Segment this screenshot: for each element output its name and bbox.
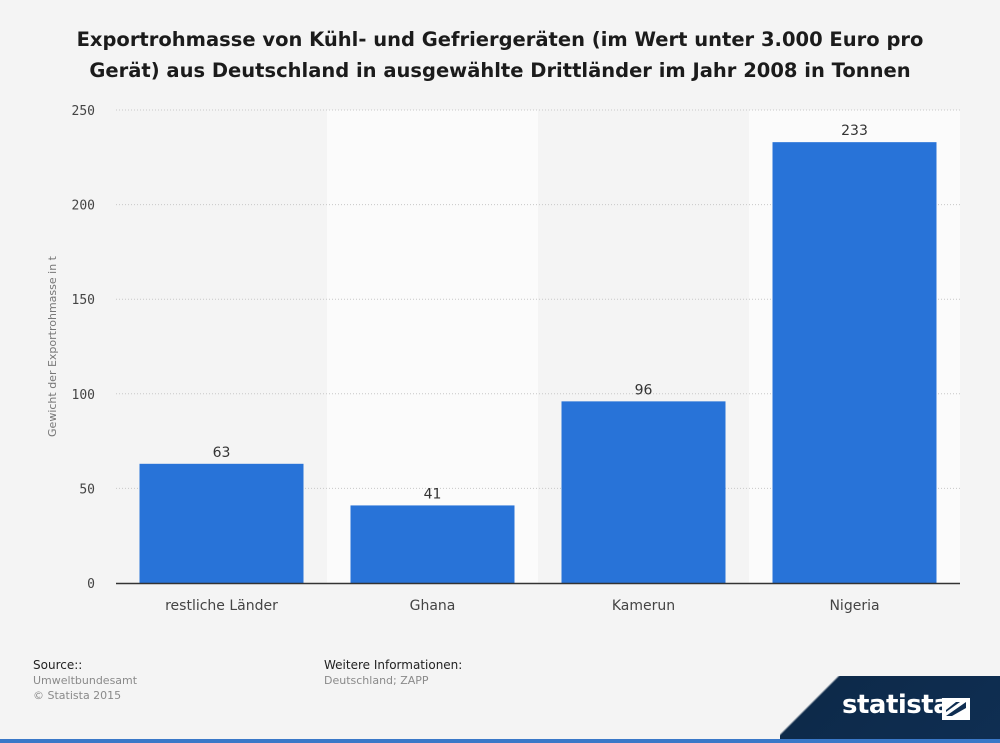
y-tick-label: 0 (87, 577, 95, 592)
bar-value-label: 233 (841, 123, 868, 139)
chart-title-line-2: Gerät) aus Deutschland in ausgewählte Dr… (89, 59, 911, 82)
bar[interactable] (561, 401, 726, 583)
source-block: Source:: Umweltbundesamt © Statista 2015 (33, 658, 137, 703)
chart-title-line-1: Exportrohmasse von Kühl- und Gefriergerä… (76, 28, 924, 51)
source-name: Umweltbundesamt (33, 674, 138, 687)
x-axis-ticks: restliche Länder Ghana Kamerun Nigeria (165, 598, 879, 614)
x-tick-label: Ghana (410, 598, 456, 614)
value-labels: 63 41 96 233 (213, 123, 868, 502)
info-heading: Weitere Informationen: (324, 658, 463, 672)
bottom-accent-line (0, 739, 1000, 743)
y-tick-label: 250 (72, 104, 95, 119)
info-block: Weitere Informationen: Deutschland; ZAPP (324, 658, 462, 688)
y-tick-label: 100 (72, 388, 95, 403)
y-tick-label: 50 (79, 482, 95, 497)
bar-chart: 63 41 96 233 0 50 100 150 200 250 restliche Länd… (46, 104, 960, 614)
source-heading: Source:: (33, 658, 83, 672)
bar-value-label: 96 (635, 382, 653, 398)
y-tick-label: 200 (72, 199, 95, 214)
y-tick-label: 150 (72, 293, 95, 308)
statista-logo[interactable]: statista (842, 690, 951, 720)
bar[interactable] (350, 505, 515, 583)
x-tick-label: Nigeria (829, 598, 879, 614)
bar[interactable] (772, 142, 937, 583)
x-tick-label: Kamerun (612, 598, 675, 614)
bar-value-label: 41 (424, 486, 442, 502)
y-axis-label: Gewicht der Exportrohmasse in t (46, 255, 59, 437)
x-tick-label: restliche Länder (165, 598, 278, 614)
statista-logo-icon (942, 698, 970, 720)
chart-title: Exportrohmasse von Kühl- und Gefriergerä… (40, 24, 960, 86)
copyright: © Statista 2015 (33, 689, 122, 702)
y-axis-ticks: 0 50 100 150 200 250 (72, 104, 95, 592)
bar-value-label: 63 (213, 445, 231, 461)
bar[interactable] (139, 463, 304, 583)
column-band (327, 110, 538, 583)
info-details: Deutschland; ZAPP (324, 674, 429, 687)
bars (139, 142, 937, 583)
